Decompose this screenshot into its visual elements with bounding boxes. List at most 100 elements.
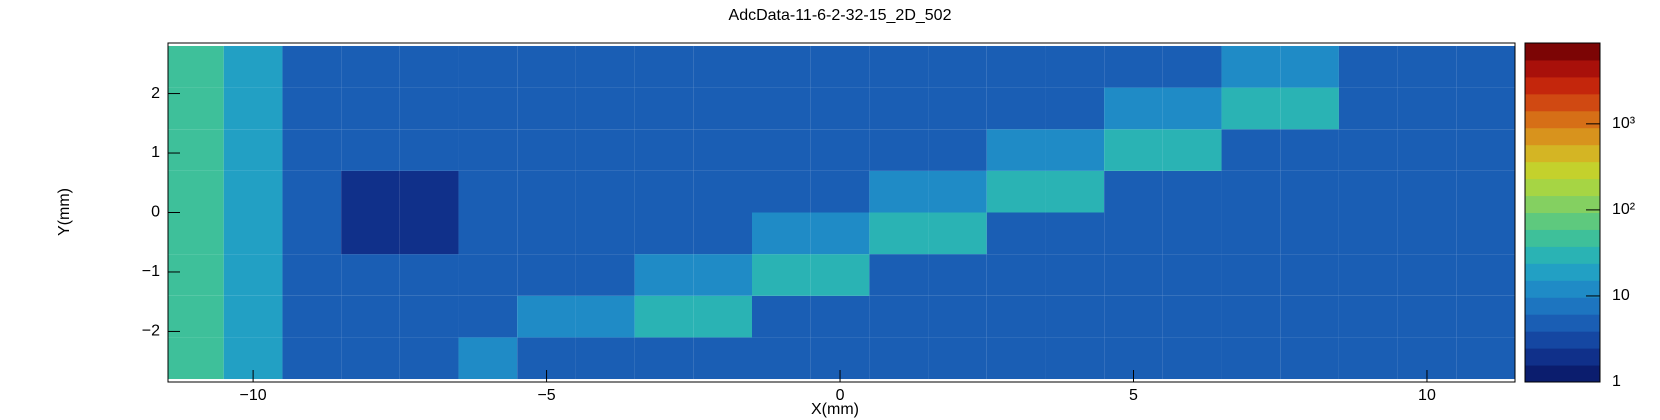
heatmap-cell: [1104, 295, 1163, 338]
heatmap-cell: [399, 337, 459, 380]
heatmap-cell: [341, 87, 400, 130]
heatmap-cell: [928, 87, 987, 130]
x-tick-label: 5: [1129, 387, 1138, 404]
heatmap-cell: [751, 87, 811, 130]
heatmap-cell: [341, 129, 400, 171]
heatmap-cell: [1162, 129, 1222, 171]
heatmap-cell: [1397, 170, 1457, 213]
heatmap-cell: [1397, 45, 1457, 88]
y-tick-label: 0: [151, 204, 160, 221]
heatmap-cell: [1456, 170, 1515, 213]
heatmap-cell: [223, 212, 283, 255]
heatmap-cell: [1397, 87, 1457, 130]
heatmap-cell: [341, 295, 400, 338]
heatmap-cell: [1338, 337, 1398, 380]
heatmap-cell: [458, 87, 518, 130]
heatmap-cell: [1456, 212, 1515, 255]
heatmap-cell: [1221, 45, 1281, 88]
colorbar-tick-label: 10³: [1612, 115, 1636, 132]
heatmap-cell: [810, 170, 870, 213]
heatmap-cell: [517, 129, 576, 171]
heatmap-cell: [869, 87, 929, 130]
heatmap-cell: [869, 212, 929, 255]
heatmap-cell: [1280, 212, 1339, 255]
heatmap-cell: [575, 45, 635, 88]
heatmap-cell: [986, 295, 1046, 338]
heatmap-cell: [1456, 254, 1515, 296]
heatmap-cell: [869, 254, 929, 296]
x-tick-label: 10: [1418, 387, 1436, 404]
heatmap-cell: [1221, 87, 1281, 130]
heatmap-cell: [282, 45, 342, 88]
heatmap-cell: [693, 212, 752, 255]
heatmap-cell: [223, 87, 283, 130]
heatmap-cell: [458, 254, 518, 296]
heatmap-cell: [1221, 295, 1281, 338]
heatmap-cell: [1104, 129, 1163, 171]
heatmap-cell: [282, 129, 342, 171]
heatmap-cell: [517, 295, 576, 338]
heatmap-cell: [1456, 295, 1515, 338]
heatmap-cell: [1162, 170, 1222, 213]
heatmap-cell: [1397, 254, 1457, 296]
heatmap-cell: [693, 87, 752, 130]
colorbar-swatch: [1525, 76, 1600, 95]
chart-title: AdcData-11-6-2-32-15_2D_502: [729, 7, 952, 24]
colorbar-swatch: [1525, 229, 1600, 247]
heatmap-cell: [1456, 87, 1515, 130]
heatmap-cell: [928, 295, 987, 338]
heatmap-cell: [986, 212, 1046, 255]
colorbar-swatch: [1525, 348, 1600, 366]
heatmap-cell: [693, 129, 752, 171]
heatmap-cell: [1338, 45, 1398, 88]
heatmap-cell: [810, 87, 870, 130]
heatmap-cell: [1280, 295, 1339, 338]
heatmap-cell: [517, 170, 576, 213]
y-tick-label: −1: [142, 263, 160, 280]
heatmap-cell: [1221, 212, 1281, 255]
heatmap-cell: [1045, 337, 1105, 380]
heatmap-cell: [810, 129, 870, 171]
heatmap-cell: [575, 170, 635, 213]
heatmap-cell: [1397, 129, 1457, 171]
heatmap-cell: [282, 212, 342, 255]
heatmap-cell: [168, 45, 224, 88]
heatmap-cell: [168, 87, 224, 130]
heatmap-cell: [282, 87, 342, 130]
colorbar-swatch: [1525, 144, 1600, 163]
y-tick-label: 1: [151, 144, 160, 161]
heatmap-cell: [168, 129, 224, 171]
heatmap-cell: [399, 87, 459, 130]
heatmap-cell: [458, 295, 518, 338]
colorbar-swatch: [1525, 314, 1600, 332]
heatmap-cell: [1045, 254, 1105, 296]
heatmap-cell: [1045, 87, 1105, 130]
heatmap-cell: [1045, 212, 1105, 255]
heatmap-cell: [1280, 170, 1339, 213]
colorbar-swatch: [1525, 93, 1600, 112]
heatmap-cell: [634, 87, 694, 130]
heatmap-cell: [168, 254, 224, 296]
colorbar-swatch: [1525, 161, 1600, 180]
heatmap-cell: [986, 45, 1046, 88]
heatmap-cell: [1397, 212, 1457, 255]
heatmap-cell: [399, 170, 459, 213]
heatmap-cell: [458, 212, 518, 255]
heatmap-cell: [1338, 129, 1398, 171]
heatmap-cell: [1162, 87, 1222, 130]
heatmap-cell: [458, 337, 518, 380]
heatmap-cell: [168, 212, 224, 255]
heatmap-cell: [1338, 295, 1398, 338]
heatmap-cell: [751, 212, 811, 255]
heatmap-cell: [1045, 170, 1105, 213]
heatmap-cell: [458, 170, 518, 213]
heatmap-cell: [869, 45, 929, 88]
heatmap-cell: [458, 129, 518, 171]
heatmap-cell: [928, 212, 987, 255]
heatmap-cell: [986, 129, 1046, 171]
colorbar-tick-label: 1: [1612, 373, 1621, 390]
heatmap-cell: [693, 337, 752, 380]
heatmap-cell: [399, 295, 459, 338]
heatmap-cell: [751, 337, 811, 380]
